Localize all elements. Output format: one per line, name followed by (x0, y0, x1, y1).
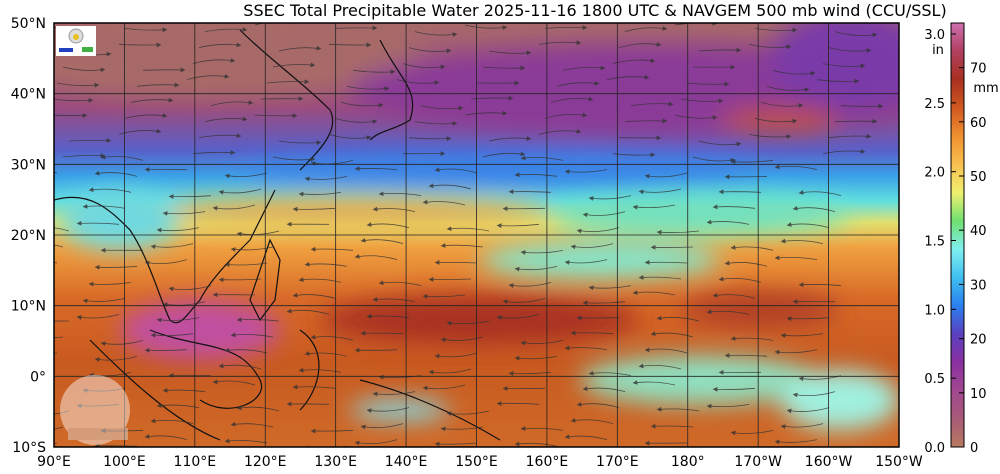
colorbar-in-tick: 2.5 (924, 97, 945, 112)
colorbar-mm-tick: 40 (970, 224, 987, 239)
tpw-field (0, 0, 950, 450)
colorbar-mm-tick: 30 (970, 278, 987, 293)
ssl-logo (56, 26, 96, 56)
streamline (17, 353, 57, 355)
streamline (17, 260, 57, 263)
colorbar-mm-tick: 70 (970, 62, 987, 77)
streamline (835, 121, 875, 122)
lat-label: 10°N (11, 299, 46, 315)
colorbar-in-tick: 1.5 (924, 235, 945, 250)
colorbar-in-tick: 0.0 (924, 441, 945, 456)
figure-title: SSEC Total Precipitable Water 2025-11-16… (243, 1, 946, 20)
streamline (5, 201, 45, 205)
lat-label: 40°N (11, 87, 46, 103)
colorbar-in-tick: 1.0 (924, 303, 945, 318)
lat-label: 30°N (11, 157, 46, 173)
lon-label: 90°E (37, 454, 71, 470)
lon-label: 100°E (103, 454, 146, 470)
cimss-logo (60, 375, 130, 445)
colorbar-mm-tick: 60 (970, 116, 987, 131)
colorbar-mm-unit: mm (973, 81, 998, 96)
lon-label: 120°E (244, 454, 287, 470)
lon-label: 180° (671, 454, 705, 470)
colorbar-in-unit: in (932, 43, 944, 58)
colorbar-mm-tick: 0 (970, 441, 978, 456)
lon-label: 160°W (805, 454, 853, 470)
colorbar-mm-tick: 50 (970, 170, 987, 185)
lon-label: 130°E (314, 454, 357, 470)
longitude-labels: 90°E 100°E 110°E 120°E 130°E 140°E 150°E 160°E 1… (37, 454, 923, 470)
lon-label: 170°E (596, 454, 639, 470)
latitude-labels: 50°N40°N30°N20°N10°N0°10°S (11, 16, 46, 456)
colorbar-in-tick: 2.0 (924, 166, 945, 181)
colorbar-in-tick: 3.0 (924, 28, 945, 43)
lat-label: 50°N (11, 16, 46, 32)
streamline (5, 385, 45, 389)
streamline (11, 277, 51, 279)
lon-label: 160°E (526, 454, 569, 470)
colorbar-mm-tick: 20 (970, 333, 987, 348)
colorbar-in-tick: 0.5 (924, 372, 945, 387)
colorbar-mm-tick: 10 (970, 387, 987, 402)
lat-label: 20°N (11, 228, 46, 244)
lon-label: 140°E (385, 454, 428, 470)
streamline (5, 294, 45, 295)
lon-label: 150°W (875, 454, 923, 470)
lon-label: 170°W (734, 454, 782, 470)
lat-label: 0° (30, 369, 46, 385)
lon-label: 110°E (174, 454, 217, 470)
streamline (11, 186, 51, 189)
lon-label: 150°E (455, 454, 498, 470)
